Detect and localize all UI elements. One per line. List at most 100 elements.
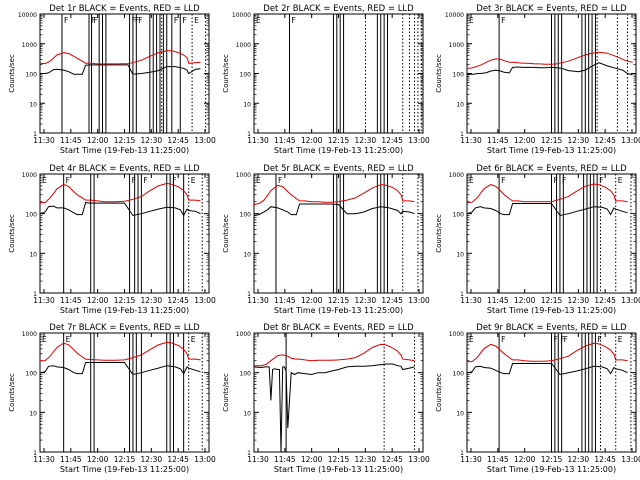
event-marker-label: F [132, 16, 136, 25]
event-marker-label: F [597, 335, 601, 344]
y-tick-label: 10 [29, 101, 37, 108]
x-tick-label: 11:30 [247, 455, 269, 464]
y-axis-title: Counts/sec [435, 214, 443, 253]
x-tick-label: 13:00 [621, 136, 640, 145]
panel-title: Det 1r BLACK = Events, RED = LLD [49, 4, 200, 14]
x-tick-label: 12:00 [87, 136, 109, 145]
x-tick-label: 13:00 [621, 455, 640, 464]
event-marker-label: F [501, 16, 505, 25]
event-marker-label: E [42, 335, 47, 344]
event-marker-label: E [66, 335, 71, 344]
event-marker-label: E [469, 16, 474, 25]
panel-det-6: Det 6r BLACK = Events, RED = LLD 1 10 100 10… [435, 164, 640, 315]
event-marker-label: F [554, 335, 558, 344]
x-tick-label: 12:15 [328, 296, 350, 305]
x-tick-label: 11:45 [487, 136, 509, 145]
x-tick-label: 13:00 [194, 296, 216, 305]
event-marker-label: F [278, 176, 282, 185]
event-marker-label: F [174, 16, 178, 25]
y-tick-label: 100 [240, 72, 252, 79]
x-tick-label: 12:00 [514, 455, 536, 464]
x-tick-label: 12:15 [541, 455, 563, 464]
x-tick-label: 12:00 [87, 296, 109, 305]
y-tick-label: 10000 [445, 12, 464, 19]
panel-title: Det 5r BLACK = Events, RED = LLD [263, 164, 414, 174]
x-tick-label: 13:00 [194, 136, 216, 145]
x-axis-title: Start Time (19-Feb-13 11:25:00) [274, 306, 403, 315]
x-tick-label: 13:00 [408, 455, 430, 464]
x-axis-title: Start Time (19-Feb-13 11:25:00) [487, 306, 616, 315]
y-tick-label: 10000 [18, 12, 37, 19]
x-axis-title: Start Time (19-Feb-13 11:25:00) [60, 306, 189, 315]
event-marker-label: F [501, 335, 505, 344]
event-marker-label: F [135, 16, 139, 25]
y-tick-label: 1 [460, 450, 464, 457]
x-tick-label: 12:30 [568, 136, 590, 145]
x-tick-label: 11:30 [33, 136, 55, 145]
x-tick-label: 12:15 [328, 455, 350, 464]
panel-title: Det 2r BLACK = Events, RED = LLD [263, 4, 414, 14]
series-line-lld [40, 341, 201, 362]
series-line-events [39, 202, 201, 217]
x-tick-label: 11:45 [274, 296, 296, 305]
y-axis-title: Counts/sec [435, 54, 443, 93]
panel-det-9: Det 9r BLACK = Events, RED = LLD 1 10 100 10… [435, 323, 640, 474]
y-tick-label: 1 [247, 291, 251, 298]
x-tick-label: 12:15 [328, 136, 350, 145]
x-tick-label: 12:30 [141, 455, 163, 464]
series-line-events [466, 363, 628, 376]
x-tick-label: 12:15 [114, 455, 136, 464]
y-tick-label: 1000 [236, 331, 251, 338]
y-axis-title: Counts/sec [8, 373, 16, 412]
event-marker-label: F [599, 176, 603, 185]
event-marker-label: F [138, 16, 142, 25]
y-tick-label: 1000 [449, 172, 464, 179]
x-tick-label: 11:45 [274, 136, 296, 145]
y-axis-title: Counts/sec [222, 373, 230, 412]
event-marker-label: F [501, 176, 505, 185]
y-tick-label: 10 [456, 101, 464, 108]
x-tick-label: 11:30 [460, 455, 482, 464]
x-tick-label: 11:45 [60, 136, 82, 145]
x-tick-label: 12:00 [514, 296, 536, 305]
x-tick-label: 12:15 [541, 136, 563, 145]
event-marker-label: F [291, 16, 295, 25]
series-line-lld [467, 51, 633, 69]
series-line-lld [253, 184, 415, 205]
series-line-lld [467, 342, 628, 363]
y-tick-label: 100 [26, 212, 38, 219]
y-tick-label: 1 [33, 131, 37, 138]
y-tick-label: 100 [26, 72, 38, 79]
event-marker-label: F [172, 176, 176, 185]
event-marker-label: F [182, 16, 186, 25]
event-marker-label: F [64, 16, 68, 25]
plot-frame [253, 13, 424, 134]
panel-det-5: Det 5r BLACK = Events, RED = LLD 1 10 100 10… [222, 164, 430, 315]
series-line-lld [254, 343, 415, 367]
panel-title: Det 9r BLACK = Events, RED = LLD [476, 323, 627, 333]
x-tick-label: 12:45 [381, 455, 403, 464]
series-line-events [253, 203, 415, 216]
y-tick-label: 100 [453, 212, 465, 219]
y-tick-label: 1000 [449, 331, 464, 338]
y-tick-label: 10 [456, 251, 464, 258]
series-line-lld [39, 50, 201, 65]
y-tick-label: 100 [453, 72, 465, 79]
panel-det-3: Det 3r BLACK = Events, RED = LLD 1 10 100 10… [435, 4, 640, 155]
panel-title: Det 8r BLACK = Events, RED = LLD [263, 323, 414, 333]
series-line-events [40, 64, 201, 75]
x-tick-label: 13:00 [194, 455, 216, 464]
y-tick-label: 10 [243, 101, 251, 108]
x-tick-label: 12:45 [167, 455, 189, 464]
plot-frame [39, 13, 210, 134]
event-marker-label: E [618, 176, 623, 185]
x-tick-label: 12:30 [355, 136, 377, 145]
y-tick-label: 10 [29, 410, 37, 417]
y-tick-label: 100 [240, 212, 252, 219]
y-tick-label: 1000 [22, 172, 37, 179]
x-tick-label: 12:00 [301, 455, 323, 464]
y-tick-label: 1 [247, 131, 251, 138]
panel-det-2: Det 2r BLACK = Events, RED = LLD 1 10 100 10… [222, 4, 430, 155]
x-tick-label: 11:30 [247, 296, 269, 305]
series-line-events [39, 362, 201, 376]
